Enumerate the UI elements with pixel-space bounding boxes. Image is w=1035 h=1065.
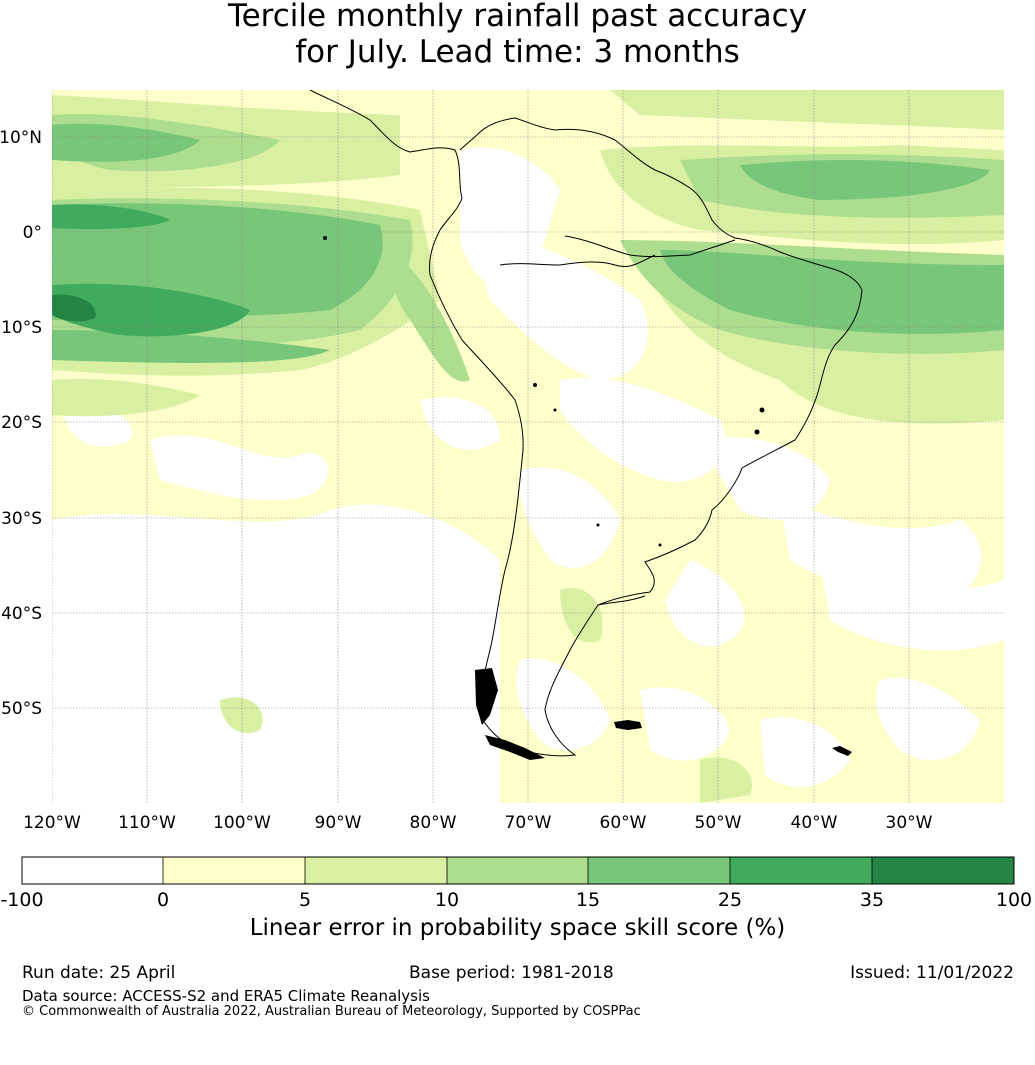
islands: [323, 236, 852, 760]
skill-15-25-areas: [52, 123, 1004, 363]
colorbar-tick-label: 5: [299, 889, 311, 911]
lat-label: 10°S: [1, 318, 42, 338]
colorbar-tick-label: 100: [996, 889, 1032, 911]
colorbar-segment: [22, 857, 164, 884]
colorbar-tick-label: 35: [860, 889, 884, 911]
colorbar-segment: [163, 857, 305, 884]
lon-label: 50°W: [695, 813, 742, 833]
skill-35-100-areas: [52, 294, 96, 322]
issued-date: Issued: 11/01/2022: [850, 963, 1014, 983]
longitude-labels: 120°W 110°W 100°W 90°W 80°W 70°W 60°W 50…: [23, 813, 933, 833]
lon-label: 100°W: [213, 813, 271, 833]
skill-field: [52, 90, 1004, 803]
colorbar-segment: [305, 857, 447, 884]
copyright-notice: © Commonwealth of Australia 2022, Austra…: [22, 1004, 641, 1019]
run-date: Run date: 25 April: [22, 963, 176, 983]
colorbar-tick-label: 15: [576, 889, 600, 911]
lon-label: 110°W: [118, 813, 176, 833]
lat-label: 40°S: [1, 604, 42, 624]
lat-label: 10°N: [0, 128, 42, 148]
colorbar-segment: [730, 857, 872, 884]
colorbar-outline: [21, 856, 1015, 885]
map-title-line2: for July. Lead time: 3 months: [295, 34, 740, 70]
lon-label: 30°W: [886, 813, 933, 833]
lon-label: 90°W: [315, 813, 362, 833]
colorbar-segment: [872, 857, 1014, 884]
lon-label: 70°W: [505, 813, 552, 833]
lon-label: 40°W: [791, 813, 838, 833]
lat-label: 50°S: [1, 699, 42, 719]
colorbar: -100 0 5 10 15 25 35 100: [0, 856, 1032, 911]
coastline: [309, 90, 863, 757]
data-source: Data source: ACCESS-S2 and ERA5 Climate …: [22, 987, 430, 1005]
colorbar-tick-label: -100: [0, 889, 43, 911]
colorbar-tick-label: 25: [718, 889, 742, 911]
lon-label: 60°W: [600, 813, 647, 833]
no-skill-areas: [52, 147, 1004, 803]
colorbar-title: Linear error in probability space skill …: [249, 915, 786, 941]
base-period: Base period: 1981-2018: [409, 963, 614, 983]
colorbar-tick-label: 0: [157, 889, 169, 911]
colorbar-tick-label: 10: [435, 889, 459, 911]
lat-label: 30°S: [1, 509, 42, 529]
lon-label: 120°W: [23, 813, 81, 833]
lon-label: 80°W: [410, 813, 457, 833]
colorbar-segment: [447, 857, 589, 884]
lat-label: 20°S: [1, 413, 42, 433]
map-title-line1: Tercile monthly rainfall past accuracy: [227, 0, 808, 34]
colorbar-segment: [588, 857, 730, 884]
lat-label: 0°: [23, 223, 42, 243]
map-gridlines: [52, 90, 1004, 803]
skill-25-35-areas: [52, 204, 250, 337]
latitude-labels: 10°N 0° 10°S 20°S 30°S 40°S 50°S: [0, 128, 42, 719]
